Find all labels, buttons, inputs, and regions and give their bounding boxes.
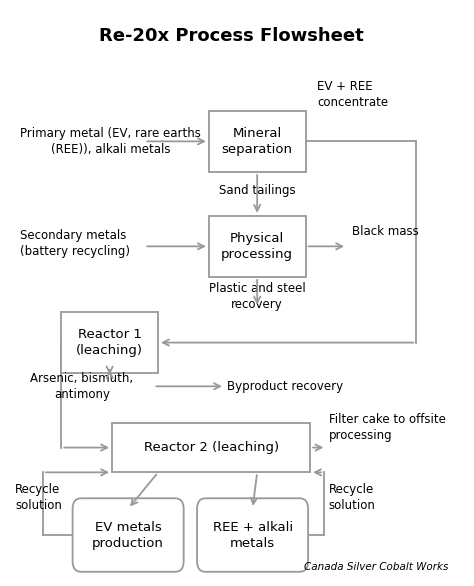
Text: Physical
processing: Physical processing <box>221 232 293 261</box>
Text: Filter cake to offsite
processing: Filter cake to offsite processing <box>328 413 446 442</box>
Text: Re-20x Process Flowsheet: Re-20x Process Flowsheet <box>100 28 364 45</box>
Text: Primary metal (EV, rare earths
(REE)), alkali metals: Primary metal (EV, rare earths (REE)), a… <box>20 127 201 156</box>
Text: Black mass: Black mass <box>352 225 419 239</box>
Text: Secondary metals
(battery recycling): Secondary metals (battery recycling) <box>20 229 130 258</box>
Text: Recycle
solution: Recycle solution <box>328 483 375 512</box>
FancyBboxPatch shape <box>197 498 308 572</box>
Text: Recycle
solution: Recycle solution <box>15 483 62 512</box>
Text: Mineral
separation: Mineral separation <box>222 127 292 156</box>
Text: Reactor 1
(leaching): Reactor 1 (leaching) <box>76 328 143 357</box>
Text: Arsenic, bismuth,
antimony: Arsenic, bismuth, antimony <box>30 372 134 401</box>
FancyBboxPatch shape <box>61 312 158 373</box>
Text: EV metals
production: EV metals production <box>92 520 164 550</box>
Text: Canada Silver Cobalt Works: Canada Silver Cobalt Works <box>304 562 448 572</box>
FancyBboxPatch shape <box>73 498 183 572</box>
Text: Byproduct recovery: Byproduct recovery <box>227 380 343 393</box>
FancyBboxPatch shape <box>209 216 306 277</box>
Text: Reactor 2 (leaching): Reactor 2 (leaching) <box>144 441 279 454</box>
Text: Sand tailings: Sand tailings <box>219 184 295 197</box>
Text: EV + REE
concentrate: EV + REE concentrate <box>317 80 388 109</box>
FancyBboxPatch shape <box>209 111 306 172</box>
FancyBboxPatch shape <box>112 423 310 472</box>
Text: Plastic and steel
recovery: Plastic and steel recovery <box>209 282 306 311</box>
Text: REE + alkali
metals: REE + alkali metals <box>212 520 292 550</box>
